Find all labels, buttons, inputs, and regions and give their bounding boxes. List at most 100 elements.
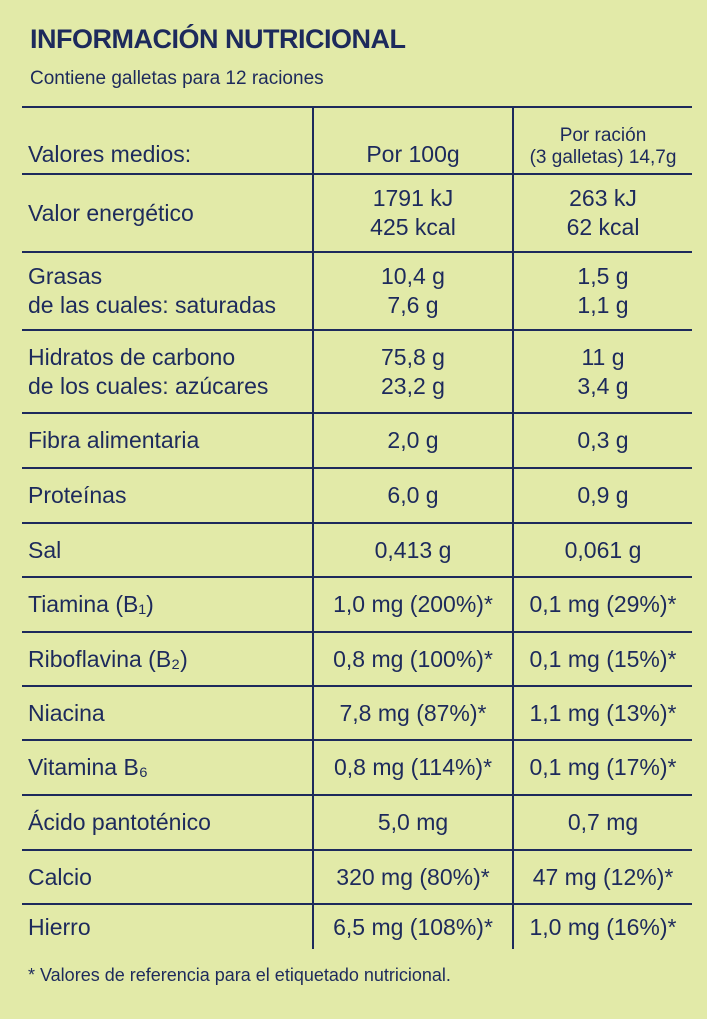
cell-line: 62 kcal bbox=[566, 214, 640, 240]
cell-line: (3 galletas) 14,7g bbox=[529, 147, 677, 168]
table-cell: 0,1 mg (15%)* bbox=[512, 631, 692, 686]
table-cell: 0,1 mg (29%)* bbox=[512, 576, 692, 632]
table-row: Grasas de las cuales: saturadas 10,4 g 7,6 … bbox=[22, 251, 692, 330]
cell-line: Sal bbox=[28, 536, 62, 563]
cell-line: Hidratos de carbono bbox=[28, 343, 236, 370]
cell-line: 0,413 g bbox=[374, 536, 452, 563]
table-cell: Calcio bbox=[22, 849, 313, 904]
table-cell: 0,7 mg bbox=[512, 794, 692, 850]
table-cell: Riboflavina (B₂) bbox=[22, 631, 313, 686]
cell-line: 2,0 g bbox=[387, 427, 439, 453]
cell-line: 23,2 g bbox=[381, 372, 445, 399]
table-cell: 75,8 g 23,2 g bbox=[312, 329, 513, 413]
cell-line: 0,9 g bbox=[577, 482, 629, 508]
cell-line: 1,1 g bbox=[577, 292, 629, 318]
table-cell: 5,0 mg bbox=[312, 794, 513, 850]
table-cell: Hierro bbox=[22, 903, 313, 949]
table-cell: 1,1 mg (13%)* bbox=[512, 685, 692, 740]
subtitle: Contiene galletas para 12 raciones bbox=[30, 68, 324, 89]
cell-line: 0,3 g bbox=[577, 427, 629, 453]
footnote: * Valores de referencia para el etiqueta… bbox=[28, 965, 451, 985]
cell-line: 6,5 mg (108%)* bbox=[333, 913, 493, 940]
table-cell: 6,5 mg (108%)* bbox=[312, 903, 513, 949]
cell-line: 7,8 mg (87%)* bbox=[339, 699, 487, 726]
table-cell: Valores medios: bbox=[22, 106, 313, 174]
cell-line: Calcio bbox=[28, 863, 92, 890]
table-cell: 1791 kJ 425 kcal bbox=[312, 173, 513, 252]
cell-line: 425 kcal bbox=[370, 214, 456, 240]
cell-line: 0,1 mg (17%)* bbox=[529, 754, 677, 780]
table-cell: Grasas de las cuales: saturadas bbox=[22, 251, 313, 330]
table-cell: 0,061 g bbox=[512, 522, 692, 577]
cell-line: Grasas bbox=[28, 263, 103, 289]
table-cell: Ácido pantoténico bbox=[22, 794, 313, 850]
cell-line: 0,1 mg (15%)* bbox=[529, 645, 677, 672]
table-cell: 1,0 mg (200%)* bbox=[312, 576, 513, 632]
table-row: Hidratos de carbono de los cuales: azúcar… bbox=[22, 329, 692, 413]
table-cell: 2,0 g bbox=[312, 412, 513, 468]
cell-line: Ácido pantoténico bbox=[28, 809, 211, 835]
table-cell: 1,0 mg (16%)* bbox=[512, 903, 692, 949]
cell-line: 0,8 mg (114%)* bbox=[333, 754, 493, 780]
table-cell: Proteínas bbox=[22, 467, 313, 523]
cell-line: 1791 kJ bbox=[372, 185, 454, 211]
cell-line: 11 g bbox=[581, 343, 625, 370]
cell-line: 1,1 mg (13%)* bbox=[529, 699, 677, 726]
table-cell: 0,1 mg (17%)* bbox=[512, 739, 692, 795]
cell-line: Por ración bbox=[559, 125, 647, 146]
table-cell: 0,8 mg (100%)* bbox=[312, 631, 513, 686]
table-cell: 10,4 g 7,6 g bbox=[312, 251, 513, 330]
cell-line: 1,0 mg (16%)* bbox=[529, 913, 677, 940]
table-row: Sal 0,413 g 0,061 g bbox=[22, 522, 692, 577]
cell-line: Valores medios: bbox=[28, 141, 192, 167]
table-cell: 263 kJ 62 kcal bbox=[512, 173, 692, 252]
table-cell: Hidratos de carbono de los cuales: azúcar… bbox=[22, 329, 313, 413]
table-row: Hierro 6,5 mg (108%)* 1,0 mg (16%)* bbox=[22, 903, 692, 949]
table-cell: 0,3 g bbox=[512, 412, 692, 468]
table-row: Vitamina B₆ 0,8 mg (114%)* 0,1 mg (17%)* bbox=[22, 739, 692, 795]
header-row: Valores medios: Por 100g Por ración (3 gall… bbox=[22, 106, 692, 174]
title: INFORMACIÓN NUTRICIONAL bbox=[30, 24, 406, 54]
cell-line: Tiamina (B₁) bbox=[28, 591, 154, 617]
table-cell: 47 mg (12%)* bbox=[512, 849, 692, 904]
cell-line: 47 mg (12%)* bbox=[532, 863, 674, 890]
cell-line: 0,061 g bbox=[564, 536, 642, 563]
table-row: Valor energético 1791 kJ 425 kcal 263 kJ 62 … bbox=[22, 173, 692, 252]
cell-line: Riboflavina (B₂) bbox=[28, 645, 188, 672]
table-row: Niacina 7,8 mg (87%)* 1,1 mg (13%)* bbox=[22, 685, 692, 740]
table-cell: Por 100g bbox=[312, 106, 513, 174]
table-cell: 0,8 mg (114%)* bbox=[312, 739, 513, 795]
cell-line: 0,7 mg bbox=[567, 809, 639, 835]
cell-line: Proteínas bbox=[28, 482, 127, 508]
cell-line: 0,1 mg (29%)* bbox=[529, 591, 677, 617]
table-cell: Fibra alimentaria bbox=[22, 412, 313, 468]
cell-line: Valor energético bbox=[28, 199, 194, 226]
table-cell: Valor energético bbox=[22, 173, 313, 252]
table-cell: 7,8 mg (87%)* bbox=[312, 685, 513, 740]
cell-line: 10,4 g bbox=[381, 263, 445, 289]
cell-line: de las cuales: saturadas bbox=[28, 292, 277, 318]
table-cell: Niacina bbox=[22, 685, 313, 740]
cell-line: Por 100g bbox=[366, 141, 460, 167]
cell-line: Fibra alimentaria bbox=[28, 427, 200, 453]
table-row: Tiamina (B₁) 1,0 mg (200%)* 0,1 mg (29%)* bbox=[22, 576, 692, 632]
table-row: Riboflavina (B₂) 0,8 mg (100%)* 0,1 mg (15… bbox=[22, 631, 692, 686]
table-cell: Sal bbox=[22, 522, 313, 577]
cell-line: 5,0 mg bbox=[377, 809, 449, 835]
cell-line: de los cuales: azúcares bbox=[28, 372, 269, 399]
table-cell: 320 mg (80%)* bbox=[312, 849, 513, 904]
table-cell: Vitamina B₆ bbox=[22, 739, 313, 795]
table-cell: 0,413 g bbox=[312, 522, 513, 577]
cell-line: 75,8 g bbox=[381, 343, 445, 370]
cell-line: 1,5 g bbox=[577, 263, 629, 289]
cell-line: 263 kJ bbox=[569, 185, 637, 211]
table-cell: 6,0 g bbox=[312, 467, 513, 523]
cell-line: 0,8 mg (100%)* bbox=[333, 645, 493, 672]
table-cell: Tiamina (B₁) bbox=[22, 576, 313, 632]
table-cell: Por ración (3 galletas) 14,7g bbox=[512, 106, 692, 174]
table-cell: 11 g 3,4 g bbox=[512, 329, 692, 413]
cell-line: 6,0 g bbox=[387, 482, 439, 508]
cell-line: 7,6 g bbox=[387, 292, 439, 318]
cell-line: 320 mg (80%)* bbox=[336, 863, 490, 890]
